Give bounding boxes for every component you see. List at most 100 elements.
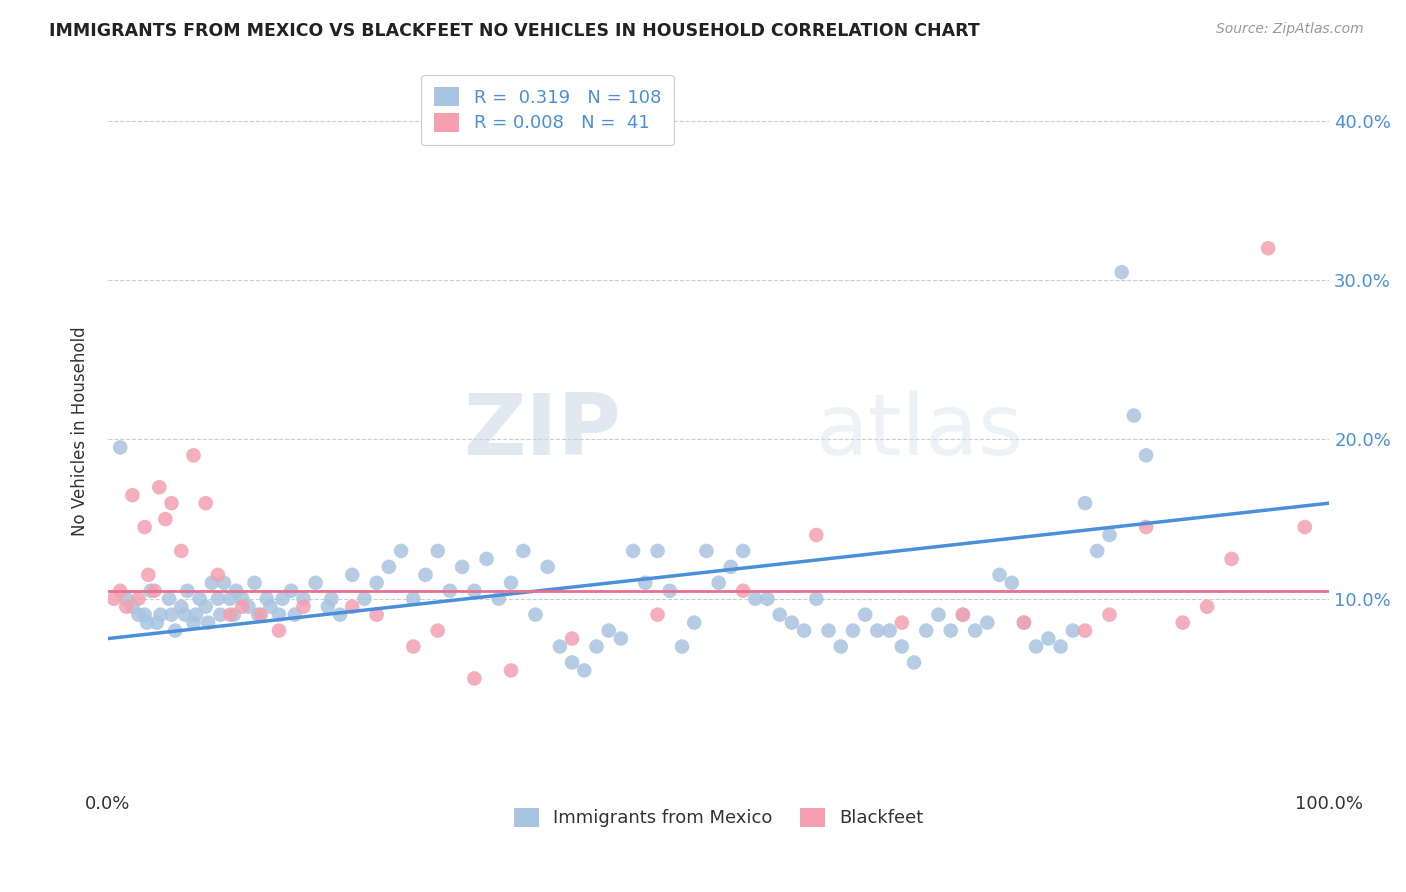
- Point: [463, 672, 485, 686]
- Point: [342, 599, 364, 614]
- Point: [879, 624, 901, 638]
- Point: [201, 575, 224, 590]
- Point: [1012, 615, 1035, 630]
- Point: [952, 607, 974, 622]
- Point: [1085, 544, 1108, 558]
- Point: [259, 599, 281, 614]
- Text: atlas: atlas: [817, 390, 1025, 473]
- Point: [426, 624, 449, 638]
- Point: [939, 624, 962, 638]
- Point: [683, 615, 706, 630]
- Point: [1220, 552, 1243, 566]
- Point: [174, 607, 197, 622]
- Point: [915, 624, 938, 638]
- Point: [463, 583, 485, 598]
- Point: [194, 496, 217, 510]
- Point: [160, 607, 183, 622]
- Point: [280, 583, 302, 598]
- Point: [426, 544, 449, 558]
- Point: [512, 544, 534, 558]
- Point: [952, 607, 974, 622]
- Point: [231, 599, 253, 614]
- Point: [561, 632, 583, 646]
- Point: [219, 591, 242, 606]
- Point: [842, 624, 865, 638]
- Point: [170, 544, 193, 558]
- Point: [209, 607, 232, 622]
- Point: [389, 544, 412, 558]
- Text: ZIP: ZIP: [463, 390, 621, 473]
- Point: [165, 624, 187, 638]
- Point: [1135, 520, 1157, 534]
- Point: [927, 607, 949, 622]
- Point: [1122, 409, 1144, 423]
- Point: [243, 575, 266, 590]
- Point: [148, 480, 170, 494]
- Point: [149, 607, 172, 622]
- Point: [1062, 624, 1084, 638]
- Point: [146, 615, 169, 630]
- Point: [143, 583, 166, 598]
- Point: [965, 624, 987, 638]
- Point: [658, 583, 681, 598]
- Point: [353, 591, 375, 606]
- Point: [647, 544, 669, 558]
- Point: [806, 591, 828, 606]
- Point: [621, 544, 644, 558]
- Point: [366, 575, 388, 590]
- Point: [988, 567, 1011, 582]
- Point: [475, 552, 498, 566]
- Point: [219, 607, 242, 622]
- Point: [1171, 615, 1194, 630]
- Point: [890, 640, 912, 654]
- Point: [439, 583, 461, 598]
- Point: [780, 615, 803, 630]
- Point: [170, 599, 193, 614]
- Point: [207, 591, 229, 606]
- Point: [176, 583, 198, 598]
- Text: IMMIGRANTS FROM MEXICO VS BLACKFEET NO VEHICLES IN HOUSEHOLD CORRELATION CHART: IMMIGRANTS FROM MEXICO VS BLACKFEET NO V…: [49, 22, 980, 40]
- Point: [134, 607, 156, 622]
- Point: [1098, 607, 1121, 622]
- Point: [585, 640, 607, 654]
- Point: [574, 664, 596, 678]
- Y-axis label: No Vehicles in Household: No Vehicles in Household: [72, 326, 89, 536]
- Point: [524, 607, 547, 622]
- Point: [378, 560, 401, 574]
- Point: [415, 567, 437, 582]
- Point: [267, 607, 290, 622]
- Point: [271, 591, 294, 606]
- Point: [1257, 241, 1279, 255]
- Point: [1074, 624, 1097, 638]
- Point: [488, 591, 510, 606]
- Point: [329, 607, 352, 622]
- Point: [134, 520, 156, 534]
- Point: [731, 544, 754, 558]
- Point: [292, 591, 315, 606]
- Point: [793, 624, 815, 638]
- Point: [671, 640, 693, 654]
- Point: [184, 607, 207, 622]
- Point: [157, 591, 180, 606]
- Point: [769, 607, 792, 622]
- Point: [136, 567, 159, 582]
- Point: [402, 640, 425, 654]
- Point: [1074, 496, 1097, 510]
- Point: [304, 575, 326, 590]
- Point: [212, 575, 235, 590]
- Point: [183, 615, 205, 630]
- Point: [647, 607, 669, 622]
- Point: [976, 615, 998, 630]
- Point: [108, 441, 131, 455]
- Point: [1025, 640, 1047, 654]
- Point: [121, 488, 143, 502]
- Point: [194, 599, 217, 614]
- Point: [499, 575, 522, 590]
- Point: [720, 560, 742, 574]
- Point: [537, 560, 560, 574]
- Point: [634, 575, 657, 590]
- Point: [548, 640, 571, 654]
- Point: [342, 567, 364, 582]
- Point: [499, 664, 522, 678]
- Point: [1135, 448, 1157, 462]
